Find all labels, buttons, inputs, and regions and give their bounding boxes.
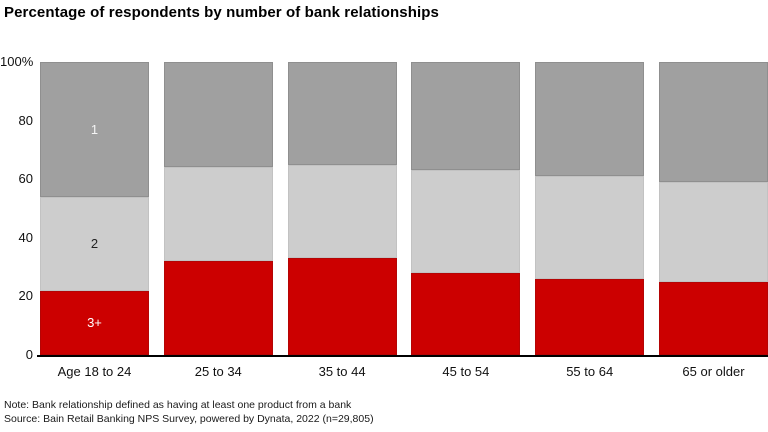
y-tick-label: 80 xyxy=(18,112,33,128)
x-axis-labels: Age 18 to 24 25 to 34 35 to 44 45 to 54 55 t… xyxy=(40,364,768,379)
note-text: Note: Bank relationship defined as havin… xyxy=(4,399,352,411)
stacked-bar xyxy=(535,62,645,355)
bar-segment-2 xyxy=(287,164,397,259)
plot-area: 1 2 3+ xyxy=(40,62,768,355)
stacked-bar: 1 2 3+ xyxy=(40,62,149,355)
chart-title: Percentage of respondents by number of b… xyxy=(4,4,439,21)
bar-segment-1: 1 xyxy=(40,62,149,197)
x-category-label: 25 to 34 xyxy=(194,364,242,379)
x-axis-line xyxy=(37,355,768,357)
bar-segment-2 xyxy=(535,176,645,279)
bar-segment-1 xyxy=(287,62,397,165)
stacked-bar xyxy=(411,62,521,355)
bar-segment-2 xyxy=(411,170,521,273)
bar-segment-1 xyxy=(535,62,645,177)
bar-segment-3+ xyxy=(287,258,397,355)
bar-segment-1 xyxy=(658,62,768,183)
y-tick-label: 100% xyxy=(0,54,34,69)
footnotes: Note: Bank relationship defined as havin… xyxy=(4,399,374,426)
segment-label-1: 1 xyxy=(90,121,99,137)
bar-segment-1 xyxy=(163,62,273,168)
bar-segment-2 xyxy=(163,167,273,262)
x-category-label: 55 to 64 xyxy=(566,364,614,379)
x-category-label: 45 to 54 xyxy=(442,364,490,379)
y-axis: 100% 80 60 40 20 0 xyxy=(0,0,33,432)
y-tick-label: 0 xyxy=(25,347,33,362)
bar-segment-3+: 3+ xyxy=(40,290,149,355)
bar-segment-2: 2 xyxy=(40,196,149,291)
segment-label-2: 2 xyxy=(90,236,99,252)
bar-segment-3+ xyxy=(163,261,273,355)
bar-segment-3+ xyxy=(658,281,768,355)
x-category-label: 35 to 44 xyxy=(318,364,366,379)
segment-label-3+: 3+ xyxy=(87,315,102,331)
bar-segment-2 xyxy=(658,182,768,282)
bar-segment-3+ xyxy=(535,278,645,355)
stacked-bar xyxy=(287,62,397,355)
y-tick-label: 20 xyxy=(18,288,33,304)
x-category-label: Age 18 to 24 xyxy=(57,364,132,379)
stacked-bar xyxy=(658,62,768,355)
stacked-bar xyxy=(163,62,273,355)
y-tick-label: 60 xyxy=(18,171,33,187)
y-tick-label: 40 xyxy=(18,229,33,245)
source-text: Source: Bain Retail Banking NPS Survey, … xyxy=(4,412,374,425)
x-category-label: 65 or older xyxy=(682,364,745,379)
bar-segment-3+ xyxy=(411,272,521,355)
bar-segment-1 xyxy=(411,62,521,171)
